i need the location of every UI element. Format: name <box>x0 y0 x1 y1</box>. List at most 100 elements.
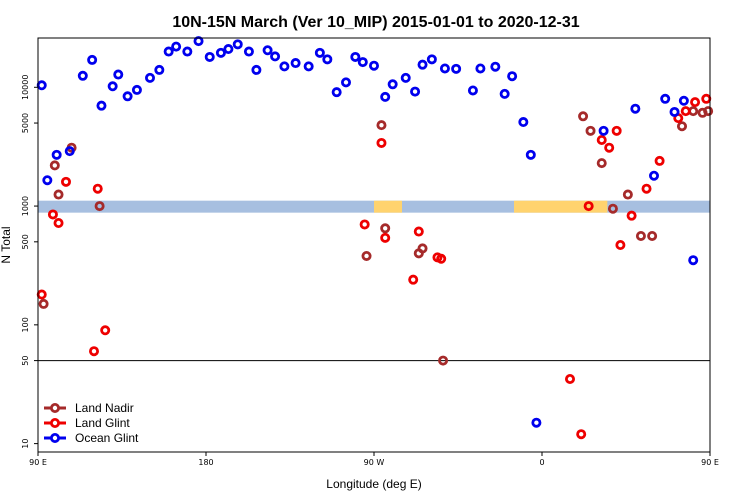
y-tick-label: 100 <box>21 317 30 332</box>
data-point <box>77 70 88 81</box>
x-tick-label: 0 <box>539 458 544 467</box>
data-point <box>331 87 342 98</box>
data-point <box>604 142 615 153</box>
y-axis: 10 50 100 500 1000 5000 10000 <box>21 75 38 449</box>
data-point <box>87 54 98 65</box>
data-point <box>376 120 387 131</box>
data-point <box>531 417 542 428</box>
data-point <box>243 46 254 57</box>
data-point <box>630 103 641 114</box>
data-point <box>215 47 226 58</box>
data-point <box>314 47 325 58</box>
data-point <box>669 106 680 117</box>
data-point <box>615 240 626 251</box>
x-tick-label: 180 <box>198 458 213 467</box>
data-point <box>163 46 174 57</box>
data-point <box>467 85 478 96</box>
legend-item: Land Nadir <box>44 401 134 415</box>
x-tick-label: 90 E <box>701 458 719 467</box>
legend-label: Ocean Glint <box>75 431 139 445</box>
data-point <box>92 183 103 194</box>
data-point <box>678 95 689 106</box>
data-point <box>340 77 351 88</box>
data-point <box>380 91 391 102</box>
data-point <box>690 97 701 108</box>
data-point <box>585 125 596 136</box>
data-point <box>322 54 333 65</box>
data-points <box>36 36 714 440</box>
data-point <box>701 93 712 104</box>
y-tick-label: 1000 <box>21 196 30 216</box>
x-axis-label: Longitude (deg E) <box>326 477 421 491</box>
data-point <box>451 63 462 74</box>
legend-marker <box>50 402 61 413</box>
data-point <box>387 79 398 90</box>
data-point <box>262 45 273 56</box>
data-point <box>51 149 62 160</box>
x-tick-label: 90 E <box>29 458 47 467</box>
data-point <box>38 298 49 309</box>
data-point <box>677 121 688 132</box>
legend-item: Land Glint <box>44 416 130 430</box>
data-point <box>270 51 281 62</box>
plot-frame <box>37 37 711 453</box>
data-point <box>622 189 633 200</box>
data-point <box>413 226 424 237</box>
data-point <box>64 146 75 157</box>
data-point <box>144 72 155 83</box>
data-point <box>611 125 622 136</box>
data-point <box>507 71 518 82</box>
y-tick-label: 500 <box>21 234 30 249</box>
data-point <box>565 373 576 384</box>
data-point <box>251 64 262 75</box>
series-land-glint <box>36 93 712 440</box>
data-point <box>490 61 501 72</box>
chart-title: 10N-15N March (Ver 10_MIP) 2015-01-01 to… <box>172 14 579 31</box>
data-point <box>100 325 111 336</box>
data-point <box>193 36 204 47</box>
data-point <box>400 72 411 83</box>
data-point <box>204 51 215 62</box>
data-point <box>368 60 379 71</box>
data-point <box>171 41 182 52</box>
data-point <box>596 158 607 169</box>
data-point <box>182 46 193 57</box>
data-point <box>436 253 447 264</box>
data-point <box>279 61 290 72</box>
data-point <box>89 346 100 357</box>
data-point <box>42 175 53 186</box>
data-point <box>654 155 665 166</box>
legend-label: Land Glint <box>75 416 130 430</box>
x-axis: 90 E 180 90 W 0 90 E <box>29 452 719 467</box>
band-land-segment <box>514 200 608 213</box>
data-point <box>596 134 607 145</box>
data-point <box>578 111 589 122</box>
data-point <box>439 63 450 74</box>
data-point <box>223 44 234 55</box>
data-point <box>576 429 587 440</box>
band-land-segment <box>374 200 402 213</box>
data-point <box>122 91 133 102</box>
data-point <box>635 230 646 241</box>
data-point <box>350 51 361 62</box>
data-point <box>641 183 652 194</box>
data-point <box>47 209 58 220</box>
data-point <box>361 250 372 261</box>
data-point <box>113 69 124 80</box>
data-point <box>36 80 47 91</box>
series-ocean-glint <box>36 36 699 428</box>
x-tick-label: 90 W <box>364 458 385 467</box>
data-point <box>626 210 637 221</box>
data-point <box>660 93 671 104</box>
data-point <box>359 219 370 230</box>
data-point <box>688 255 699 266</box>
data-point <box>680 106 691 117</box>
legend-label: Land Nadir <box>75 401 134 415</box>
data-point <box>36 289 47 300</box>
data-point <box>426 54 437 65</box>
data-point <box>53 189 64 200</box>
data-point <box>376 137 387 148</box>
data-point <box>647 230 658 241</box>
